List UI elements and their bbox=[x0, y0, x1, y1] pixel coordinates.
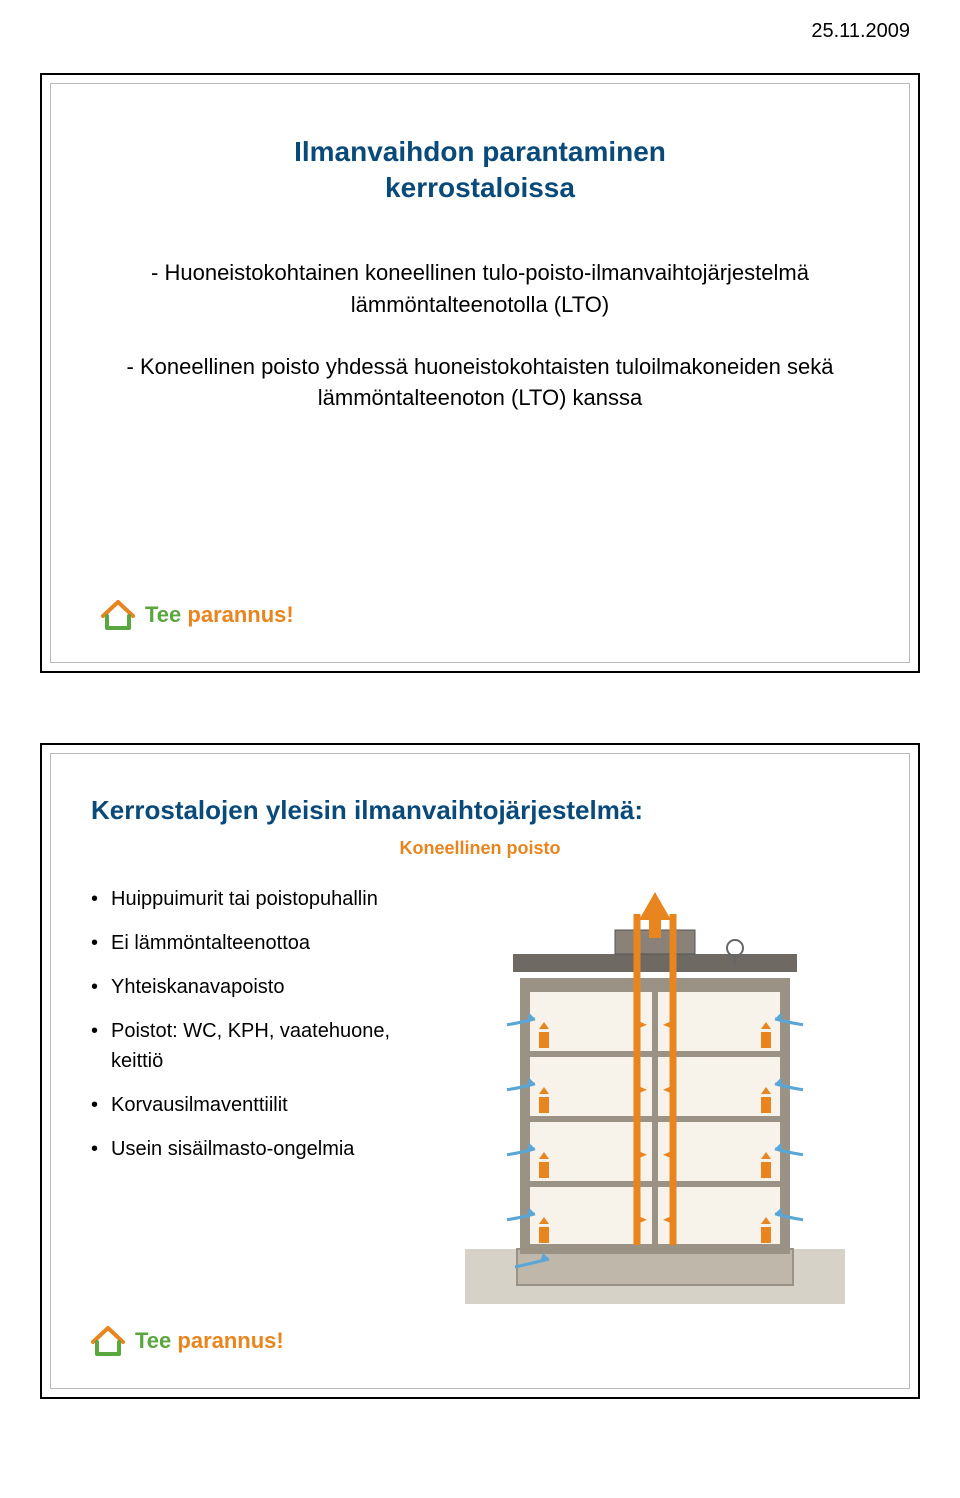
bullet-item: Korvausilmaventtiilit bbox=[91, 1090, 411, 1120]
bullet-item: Usein sisäilmasto-ongelmia bbox=[91, 1134, 411, 1164]
slide1-title-line2: kerrostaloissa bbox=[385, 172, 575, 203]
logo-tee: Tee bbox=[135, 1328, 177, 1353]
bullet-list: Huippuimurit tai poistopuhallin Ei lämmö… bbox=[91, 884, 411, 1164]
slide2-title: Kerrostalojen yleisin ilmanvaihtojärjest… bbox=[91, 794, 869, 828]
slide1-title: Ilmanvaihdon parantaminen kerrostaloissa bbox=[101, 134, 859, 207]
building-diagram bbox=[441, 884, 869, 1304]
bullet-item: Huippuimurit tai poistopuhallin bbox=[91, 884, 411, 914]
slide-1: Ilmanvaihdon parantaminen kerrostaloissa… bbox=[40, 73, 920, 673]
slide2-content: Huippuimurit tai poistopuhallin Ei lämmö… bbox=[91, 884, 869, 1304]
logo: Tee parannus! bbox=[101, 578, 859, 632]
slide-1-inner: Ilmanvaihdon parantaminen kerrostaloissa… bbox=[50, 83, 910, 663]
bullet-item: Yhteiskanavapoisto bbox=[91, 972, 411, 1002]
slide2-bullets: Huippuimurit tai poistopuhallin Ei lämmö… bbox=[91, 884, 411, 1304]
slide1-title-line1: Ilmanvaihdon parantaminen bbox=[294, 136, 666, 167]
logo-parannus: parannus! bbox=[177, 1328, 283, 1353]
slide1-body: - Huoneistokohtainen koneellinen tulo-po… bbox=[101, 257, 859, 578]
logo-parannus: parannus! bbox=[187, 602, 293, 627]
house-icon bbox=[101, 598, 135, 632]
slide2-subtitle: Koneellinen poisto bbox=[91, 838, 869, 859]
logo-text: Tee parannus! bbox=[145, 602, 294, 628]
bullet-item: Poistot: WC, KPH, vaatehuone, keittiö bbox=[91, 1016, 411, 1076]
logo: Tee parannus! bbox=[91, 1304, 869, 1358]
logo-tee: Tee bbox=[145, 602, 187, 627]
slide1-para1: - Huoneistokohtainen koneellinen tulo-po… bbox=[101, 257, 859, 321]
logo-text: Tee parannus! bbox=[135, 1328, 284, 1354]
slide1-para2: - Koneellinen poisto yhdessä huoneistoko… bbox=[101, 351, 859, 415]
house-icon bbox=[91, 1324, 125, 1358]
bullet-item: Ei lämmöntalteenottoa bbox=[91, 928, 411, 958]
slide-2-inner: Kerrostalojen yleisin ilmanvaihtojärjest… bbox=[50, 753, 910, 1389]
building-svg bbox=[465, 884, 845, 1304]
page-date: 25.11.2009 bbox=[40, 20, 920, 43]
slide-2: Kerrostalojen yleisin ilmanvaihtojärjest… bbox=[40, 743, 920, 1399]
